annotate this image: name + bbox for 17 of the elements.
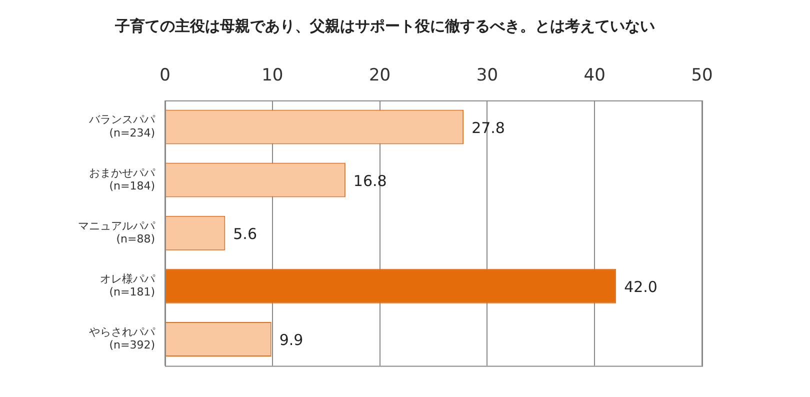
data-label: 9.9 bbox=[279, 331, 304, 350]
y-tick-label: おまかせパパ (n=184) bbox=[89, 166, 156, 192]
y-tick-label: マニュアルパパ (n=88) bbox=[78, 219, 156, 246]
x-tick-label: 40 bbox=[584, 66, 606, 86]
chart-title: 子育ての主役は母親であり、父親はサポート役に徹するべき。とは考えていない bbox=[114, 16, 655, 35]
y-tick-label: オレ様パパ (n=181) bbox=[100, 272, 156, 299]
data-label: 5.6 bbox=[233, 224, 258, 243]
data-label: 16.8 bbox=[353, 172, 387, 190]
data-label: 27.8 bbox=[472, 118, 505, 137]
y-tick-label: バランスパパ (n=234) bbox=[88, 113, 156, 140]
data-label: 42.0 bbox=[624, 278, 658, 296]
x-tick-label: 30 bbox=[476, 66, 498, 86]
y-tick-label: やらされパパ (n=392) bbox=[89, 326, 156, 352]
x-tick-label: 10 bbox=[262, 66, 284, 86]
x-tick-label: 20 bbox=[368, 66, 391, 86]
x-tick-label: 50 bbox=[691, 66, 713, 86]
x-tick-label: 0 bbox=[160, 66, 170, 86]
